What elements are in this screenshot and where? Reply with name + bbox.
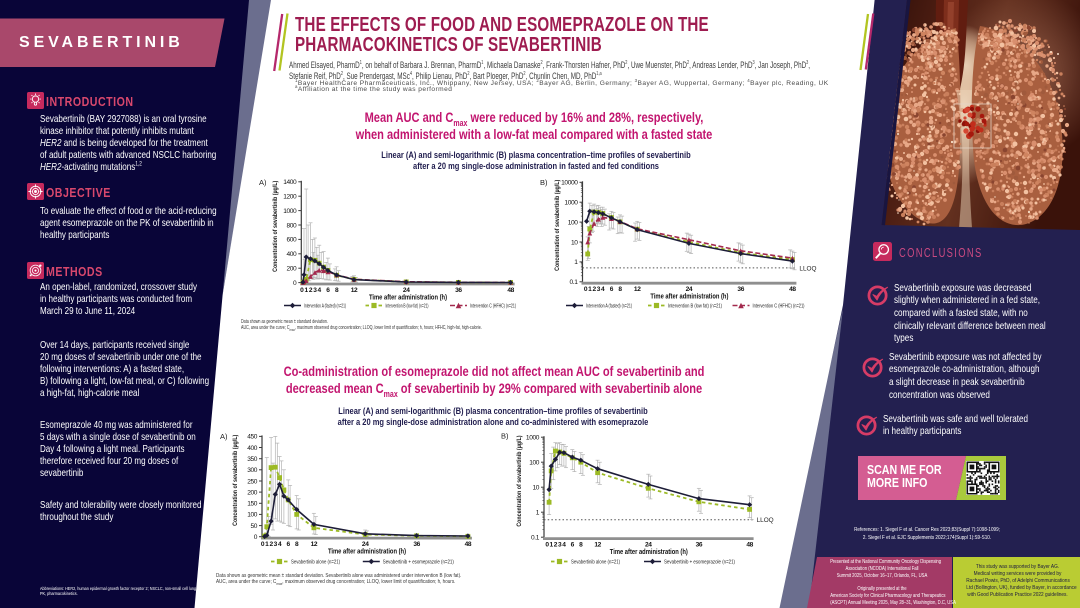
- svg-text:100: 100: [529, 460, 540, 467]
- svg-text:1: 1: [265, 541, 269, 548]
- svg-text:350: 350: [247, 456, 258, 463]
- svg-text:48: 48: [746, 542, 753, 549]
- svg-text:8: 8: [579, 542, 583, 549]
- svg-text:4: 4: [318, 287, 322, 294]
- svg-text:450: 450: [247, 434, 258, 441]
- svg-text:50: 50: [250, 523, 257, 530]
- svg-text:100: 100: [247, 512, 258, 519]
- svg-text:Sevabertinib + esomeprazole (n: Sevabertinib + esomeprazole (n=21): [383, 560, 454, 566]
- svg-text:48: 48: [465, 541, 472, 548]
- svg-text:8: 8: [295, 541, 299, 548]
- svg-text:3: 3: [597, 286, 601, 293]
- svg-text:Time after administration (h): Time after administration (h): [610, 547, 688, 556]
- svg-text:6: 6: [326, 287, 330, 294]
- svg-text:Intervention A (fasted) (n=21): Intervention A (fasted) (n=21): [586, 304, 632, 310]
- svg-text:3: 3: [313, 287, 317, 294]
- svg-text:3: 3: [274, 541, 278, 548]
- svg-text:10: 10: [532, 485, 539, 492]
- svg-text:600: 600: [286, 237, 297, 244]
- svg-text:Intervention A (fasted) (n=21): Intervention A (fasted) (n=21): [304, 304, 346, 310]
- svg-text:LLOQ: LLOQ: [799, 265, 816, 272]
- svg-text:Time after administration (h): Time after administration (h): [369, 293, 447, 302]
- svg-text:Intervention B (low fat) (n=21: Intervention B (low fat) (n=21): [668, 304, 722, 310]
- svg-text:4: 4: [278, 541, 282, 548]
- svg-text:36: 36: [455, 287, 462, 294]
- svg-text:36: 36: [413, 541, 420, 548]
- svg-text:24: 24: [645, 542, 652, 549]
- svg-text:12: 12: [594, 542, 601, 549]
- svg-text:4: 4: [562, 542, 566, 549]
- svg-text:1: 1: [588, 286, 592, 293]
- svg-text:8: 8: [618, 286, 622, 293]
- svg-text:Sevabertinib alone (n=21): Sevabertinib alone (n=21): [571, 560, 620, 566]
- svg-text:0: 0: [254, 534, 258, 541]
- svg-text:1: 1: [305, 287, 309, 294]
- svg-text:0.1: 0.1: [531, 535, 540, 542]
- svg-text:12: 12: [351, 287, 358, 294]
- svg-text:0: 0: [300, 287, 304, 294]
- svg-text:6: 6: [287, 541, 291, 548]
- svg-text:8: 8: [335, 287, 339, 294]
- svg-text:2: 2: [269, 541, 273, 548]
- svg-text:24: 24: [403, 287, 410, 294]
- svg-text:2: 2: [592, 286, 596, 293]
- svg-text:48: 48: [789, 286, 796, 293]
- svg-text:24: 24: [686, 286, 693, 293]
- svg-text:12: 12: [311, 541, 318, 548]
- svg-text:3: 3: [558, 542, 562, 549]
- svg-text:200: 200: [286, 266, 297, 273]
- svg-text:0: 0: [293, 280, 297, 287]
- svg-text:1: 1: [574, 259, 578, 266]
- svg-text:1: 1: [550, 542, 554, 549]
- svg-text:Sevabertinib alone (n=21): Sevabertinib alone (n=21): [291, 560, 340, 566]
- svg-text:0: 0: [261, 541, 265, 548]
- svg-text:36: 36: [696, 542, 703, 549]
- svg-text:10: 10: [571, 239, 578, 246]
- svg-text:Intervention C (HFHC) (n=21): Intervention C (HFHC) (n=21): [753, 304, 805, 310]
- svg-text:6: 6: [610, 286, 614, 293]
- svg-text:12: 12: [634, 286, 641, 293]
- svg-text:Sevabertinib + esomeprazole (n: Sevabertinib + esomeprazole (n=21): [664, 560, 735, 566]
- svg-text:250: 250: [247, 478, 258, 485]
- svg-text:10000: 10000: [561, 180, 578, 187]
- svg-text:1400: 1400: [283, 179, 297, 186]
- svg-text:Intervention B (low fat) (n=21: Intervention B (low fat) (n=21): [386, 304, 429, 310]
- svg-text:400: 400: [247, 445, 258, 452]
- svg-text:48: 48: [507, 287, 514, 294]
- svg-text:1000: 1000: [526, 435, 540, 442]
- svg-text:100: 100: [568, 219, 579, 226]
- svg-text:LLOQ: LLOQ: [757, 517, 774, 524]
- svg-text:Intervention C (HFHC) (n=21): Intervention C (HFHC) (n=21): [470, 304, 516, 310]
- svg-text:800: 800: [286, 222, 297, 229]
- svg-text:Time after administration (h): Time after administration (h): [328, 547, 406, 556]
- svg-text:0: 0: [584, 286, 588, 293]
- svg-text:A): A): [220, 432, 228, 441]
- svg-text:6: 6: [571, 542, 575, 549]
- svg-text:1000: 1000: [564, 200, 578, 207]
- svg-text:0: 0: [545, 542, 549, 549]
- svg-text:1000: 1000: [283, 208, 297, 215]
- svg-text:300: 300: [247, 467, 258, 474]
- svg-text:36: 36: [737, 286, 744, 293]
- svg-text:2: 2: [309, 287, 313, 294]
- svg-text:2: 2: [554, 542, 558, 549]
- svg-text:0.1: 0.1: [570, 279, 579, 286]
- svg-text:1: 1: [536, 510, 540, 517]
- svg-text:A): A): [259, 178, 267, 187]
- svg-text:400: 400: [286, 251, 297, 258]
- svg-text:B): B): [501, 432, 509, 441]
- svg-text:4: 4: [601, 286, 605, 293]
- svg-text:B): B): [540, 178, 548, 187]
- svg-text:200: 200: [247, 489, 258, 496]
- svg-text:Time after administration (h): Time after administration (h): [650, 292, 728, 301]
- svg-text:24: 24: [362, 541, 369, 548]
- svg-text:1200: 1200: [283, 194, 297, 201]
- svg-text:150: 150: [247, 501, 258, 508]
